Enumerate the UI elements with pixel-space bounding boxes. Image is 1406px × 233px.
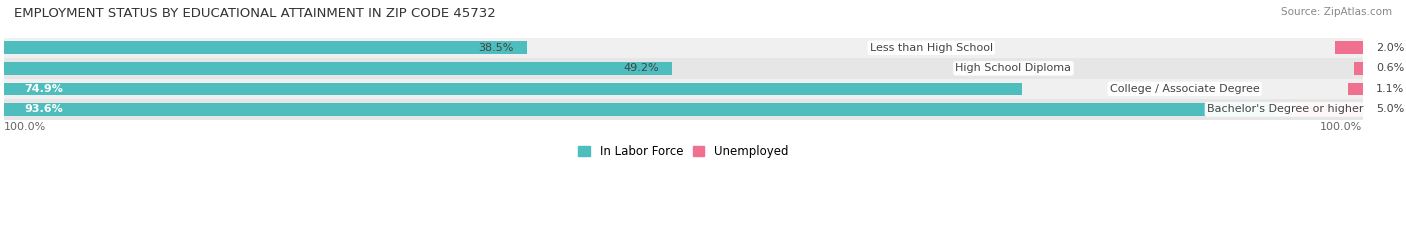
Bar bbox=[4, 79, 1362, 99]
Text: College / Associate Degree: College / Associate Degree bbox=[1109, 84, 1260, 94]
Text: 2.0%: 2.0% bbox=[1376, 43, 1405, 53]
Bar bbox=[1295, 103, 1362, 116]
Text: High School Diploma: High School Diploma bbox=[956, 63, 1071, 73]
Text: 74.9%: 74.9% bbox=[24, 84, 63, 94]
Text: 0.6%: 0.6% bbox=[1376, 63, 1405, 73]
Text: 93.6%: 93.6% bbox=[24, 104, 63, 114]
Text: 100.0%: 100.0% bbox=[4, 122, 46, 132]
Bar bbox=[4, 38, 1362, 58]
Legend: In Labor Force, Unemployed: In Labor Force, Unemployed bbox=[574, 140, 793, 163]
Bar bbox=[4, 103, 1275, 116]
Bar bbox=[4, 82, 1022, 95]
Bar bbox=[1336, 41, 1362, 54]
Text: Bachelor's Degree or higher: Bachelor's Degree or higher bbox=[1206, 104, 1364, 114]
Text: EMPLOYMENT STATUS BY EDUCATIONAL ATTAINMENT IN ZIP CODE 45732: EMPLOYMENT STATUS BY EDUCATIONAL ATTAINM… bbox=[14, 7, 496, 20]
Text: 1.1%: 1.1% bbox=[1376, 84, 1405, 94]
Bar bbox=[1354, 62, 1362, 75]
Text: 5.0%: 5.0% bbox=[1376, 104, 1405, 114]
Bar bbox=[4, 58, 1362, 79]
Bar bbox=[4, 41, 527, 54]
Text: 49.2%: 49.2% bbox=[623, 63, 659, 73]
Text: 38.5%: 38.5% bbox=[478, 43, 513, 53]
Text: Source: ZipAtlas.com: Source: ZipAtlas.com bbox=[1281, 7, 1392, 17]
Bar bbox=[4, 99, 1362, 120]
Bar bbox=[4, 62, 672, 75]
Text: 100.0%: 100.0% bbox=[1320, 122, 1362, 132]
Bar bbox=[1347, 82, 1362, 95]
Text: Less than High School: Less than High School bbox=[870, 43, 993, 53]
